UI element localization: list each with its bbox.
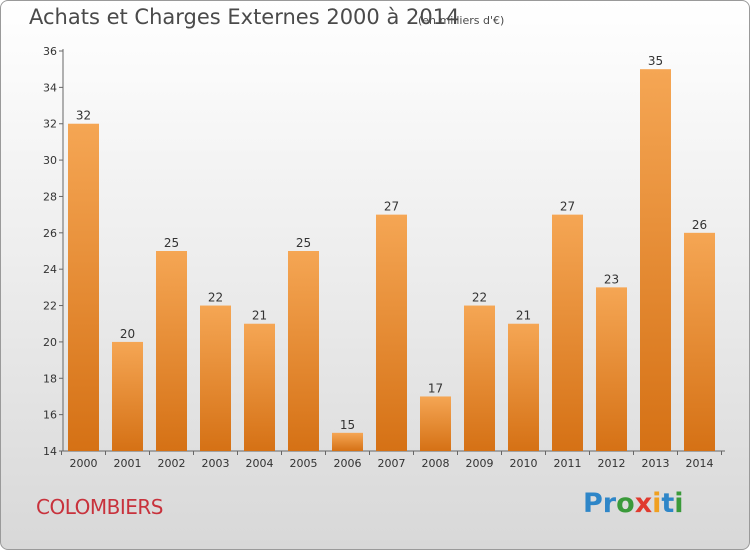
bar (552, 214, 583, 451)
x-tick-label: 2014 (686, 457, 714, 470)
logo-letter: P (583, 488, 603, 519)
proxiti-logo[interactable]: Proxiti (583, 488, 684, 519)
y-tick-label: 28 (43, 190, 57, 203)
bars: 32 20 25 22 21 25 15 27 17 22 21 27 23 35 26 (68, 54, 715, 452)
bar (332, 432, 363, 451)
x-tick-label: 2010 (510, 457, 538, 470)
bar (112, 341, 143, 451)
logo-letter: i (674, 488, 684, 519)
data-label: 20 (120, 327, 135, 341)
data-label: 27 (560, 200, 575, 214)
bar (376, 214, 407, 451)
bar (200, 305, 231, 451)
x-tick-label: 2008 (422, 457, 450, 470)
y-tick-label: 22 (43, 300, 57, 313)
y-tick-label: 30 (43, 154, 57, 167)
chart-title: Achats et Charges Externes 2000 à 2014 (29, 5, 460, 29)
logo-letter: t (661, 488, 675, 519)
bar (596, 287, 627, 451)
data-label: 22 (208, 291, 223, 305)
bar (508, 323, 539, 451)
y-axis: 14 16 18 20 22 24 26 28 30 32 34 36 (43, 45, 64, 458)
y-tick-label: 14 (43, 445, 57, 458)
bar (68, 123, 99, 452)
city-name: COLOMBIERS (36, 495, 163, 519)
data-label: 22 (472, 291, 487, 305)
data-label: 26 (692, 218, 707, 232)
bar (684, 232, 715, 451)
x-tick-label: 2000 (70, 457, 98, 470)
y-tick-label: 26 (43, 227, 57, 240)
data-label: 25 (296, 236, 311, 250)
x-tick-label: 2006 (334, 457, 362, 470)
x-tick-label: 2011 (554, 457, 582, 470)
data-label: 27 (384, 200, 399, 214)
x-tick-label: 2007 (378, 457, 406, 470)
data-label: 32 (76, 109, 91, 123)
data-label: 21 (516, 309, 531, 323)
data-label: 17 (428, 381, 443, 395)
x-tick-label: 2001 (114, 457, 142, 470)
y-tick-label: 34 (43, 81, 57, 94)
x-tick-label: 2009 (466, 457, 494, 470)
logo-letter: r (602, 488, 617, 519)
x-tick-label: 2003 (202, 457, 230, 470)
chart-subtitle: (en milliers d'€) (418, 14, 505, 27)
y-tick-label: 32 (43, 118, 57, 131)
x-tick-label: 2012 (598, 457, 626, 470)
y-tick-label: 24 (43, 263, 57, 276)
data-label: 21 (252, 309, 267, 323)
data-label: 23 (604, 272, 619, 286)
bar (420, 396, 451, 451)
logo-letter: o (616, 488, 635, 519)
x-tick-label: 2005 (290, 457, 318, 470)
data-label: 35 (648, 54, 663, 68)
bar (156, 251, 187, 451)
bar (464, 305, 495, 451)
data-label: 25 (164, 236, 179, 250)
logo-letter: i (652, 488, 662, 519)
y-tick-label: 18 (43, 372, 57, 385)
y-tick-label: 20 (43, 336, 57, 349)
data-label: 15 (340, 418, 355, 432)
y-tick-label: 16 (43, 409, 57, 422)
bar (288, 251, 319, 451)
x-tick-label: 2013 (642, 457, 670, 470)
bar (640, 69, 671, 451)
bar (244, 323, 275, 451)
x-tick-label: 2002 (158, 457, 186, 470)
y-tick-label: 36 (43, 45, 57, 58)
logo-letter: x (634, 488, 653, 519)
x-axis: 2000 2001 2002 2003 2004 2005 2006 2007 2008 2009… (61, 450, 725, 470)
x-tick-label: 2004 (246, 457, 274, 470)
